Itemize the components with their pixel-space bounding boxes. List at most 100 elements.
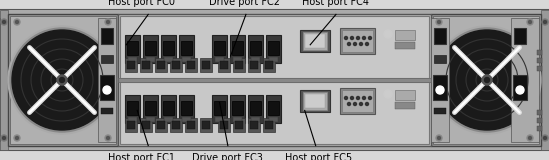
Circle shape — [544, 136, 546, 140]
Bar — [220, 121, 228, 129]
Bar — [541, 10, 549, 150]
Text: Host port FC0: Host port FC0 — [108, 0, 175, 7]
Bar — [182, 57, 191, 62]
Bar — [233, 117, 242, 122]
Circle shape — [436, 135, 442, 141]
Bar — [212, 95, 227, 123]
Circle shape — [107, 20, 109, 24]
Circle shape — [356, 36, 360, 40]
Circle shape — [544, 20, 546, 24]
Bar — [218, 118, 230, 132]
Bar — [172, 61, 180, 69]
Bar — [263, 58, 275, 72]
Bar — [179, 35, 194, 63]
Bar — [395, 90, 415, 100]
Circle shape — [59, 77, 64, 83]
Bar — [233, 58, 245, 72]
Bar — [164, 57, 173, 62]
Bar — [128, 57, 137, 62]
Bar — [263, 118, 275, 132]
Bar — [248, 58, 260, 72]
Bar — [342, 90, 373, 112]
Bar — [170, 118, 182, 132]
Bar — [200, 118, 212, 132]
Bar — [511, 18, 539, 142]
Bar — [513, 75, 527, 100]
Circle shape — [384, 30, 392, 38]
Circle shape — [360, 103, 362, 105]
Bar — [157, 121, 165, 129]
Circle shape — [529, 136, 531, 140]
Circle shape — [433, 26, 541, 134]
Bar — [101, 55, 113, 63]
Bar — [8, 14, 118, 146]
Circle shape — [103, 86, 111, 94]
Circle shape — [438, 20, 440, 24]
Bar — [170, 58, 182, 72]
Bar — [125, 95, 140, 123]
Bar — [395, 42, 415, 49]
Circle shape — [435, 28, 539, 132]
Bar — [514, 28, 526, 44]
Bar — [120, 16, 429, 78]
Bar — [265, 121, 273, 129]
Bar — [433, 75, 447, 100]
Circle shape — [15, 136, 19, 140]
Bar — [250, 41, 261, 55]
Bar — [268, 41, 279, 55]
Bar — [98, 18, 116, 142]
Bar — [145, 41, 156, 55]
Circle shape — [350, 36, 354, 40]
Bar — [268, 101, 279, 115]
Bar — [118, 14, 431, 146]
Bar — [251, 57, 260, 62]
Bar — [0, 142, 549, 150]
Bar — [143, 95, 158, 123]
Circle shape — [3, 136, 5, 140]
Circle shape — [8, 26, 116, 134]
Circle shape — [356, 96, 360, 100]
Bar — [145, 101, 156, 115]
Bar — [220, 61, 228, 69]
Bar — [235, 61, 243, 69]
Bar — [101, 108, 113, 114]
Bar — [181, 101, 192, 115]
Bar — [250, 101, 261, 115]
Text: Host port FC4: Host port FC4 — [302, 0, 369, 7]
Circle shape — [345, 36, 348, 40]
Bar — [127, 101, 138, 115]
Bar — [125, 58, 137, 72]
Circle shape — [362, 36, 366, 40]
Circle shape — [107, 136, 109, 140]
Circle shape — [527, 135, 533, 141]
Circle shape — [366, 103, 368, 105]
Bar — [161, 35, 176, 63]
Bar — [431, 18, 449, 142]
Bar — [214, 101, 225, 115]
Bar — [300, 90, 330, 112]
Circle shape — [436, 86, 444, 94]
Bar — [214, 41, 225, 55]
Bar — [164, 117, 173, 122]
Bar — [127, 41, 138, 55]
Bar — [340, 88, 375, 114]
Bar — [202, 121, 210, 129]
Bar — [172, 121, 180, 129]
Circle shape — [350, 96, 354, 100]
Circle shape — [529, 20, 531, 24]
Bar — [185, 58, 197, 72]
Bar — [181, 41, 192, 55]
Bar — [200, 58, 212, 72]
Bar — [0, 10, 549, 150]
Circle shape — [354, 103, 356, 105]
Bar — [434, 55, 446, 63]
Bar — [265, 61, 273, 69]
Circle shape — [542, 135, 548, 141]
Circle shape — [10, 28, 114, 132]
Text: Drive port FC2: Drive port FC2 — [209, 0, 280, 7]
Bar — [232, 41, 243, 55]
Bar — [300, 30, 330, 52]
Bar — [100, 75, 114, 100]
Bar — [303, 32, 327, 50]
Circle shape — [485, 77, 490, 83]
